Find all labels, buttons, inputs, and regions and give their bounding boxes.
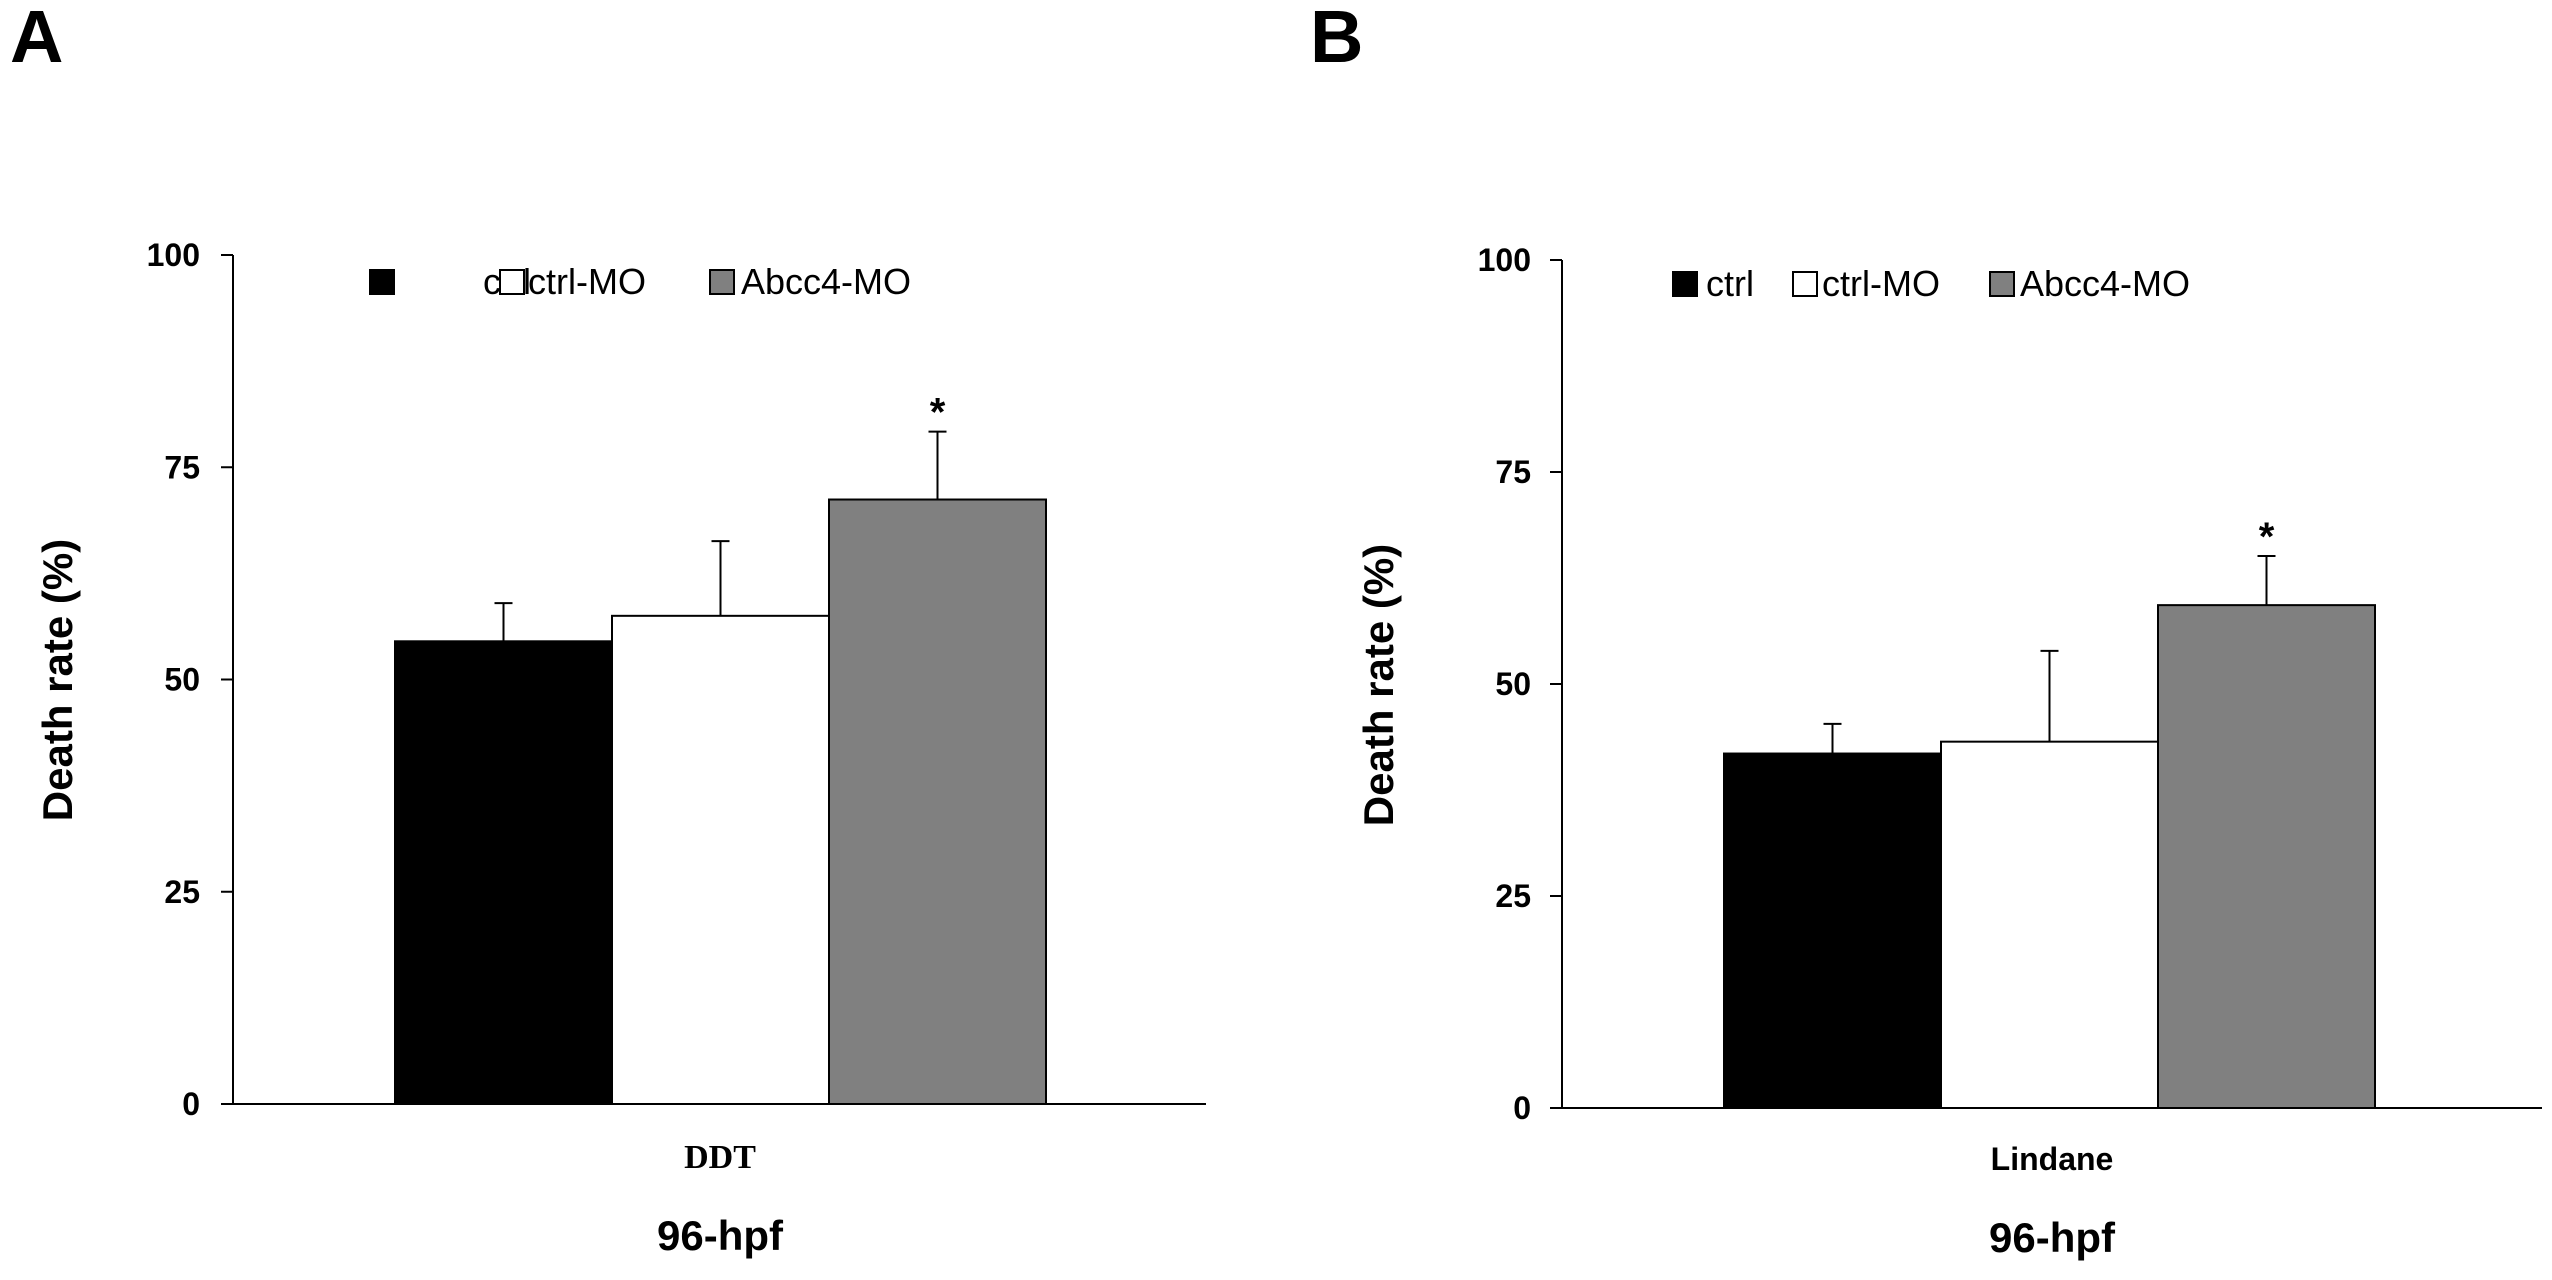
chart-panel-b: B 0 25 50 75 100 Death rate (%) * ctrl ctrl-MO Abc…: [1310, 0, 2542, 1261]
bar-ctrl-mo: [1940, 740, 2159, 1109]
significance-marker: *: [930, 391, 946, 435]
y-axis-title: Death rate (%): [34, 539, 81, 821]
significance-marker: *: [2259, 515, 2275, 559]
y-tick-label: 100: [1478, 242, 1531, 278]
legend-label: Abcc4-MO: [2020, 263, 2190, 304]
bar-ctrl-mo: [611, 614, 830, 1105]
category-label: DDT: [684, 1139, 756, 1176]
bar-ctrl: [394, 640, 613, 1105]
bar-abcc4-mo: [2157, 604, 2376, 1109]
y-tick-label: 50: [164, 662, 200, 698]
y-tick-label: 50: [1495, 666, 1531, 702]
legend-label: ctrl-MO: [528, 261, 646, 302]
y-tick-label: 75: [164, 449, 200, 485]
legend-swatch: [1989, 271, 2015, 297]
y-tick-label: 25: [164, 874, 200, 910]
panel-letter: A: [10, 0, 63, 78]
legend-swatch: [1792, 271, 1818, 297]
bar-ctrl: [1723, 752, 1942, 1109]
legend-label: Abcc4-MO: [741, 261, 911, 302]
y-tick-label: 100: [147, 237, 200, 273]
x-axis-title: 96-hpf: [1989, 1214, 2116, 1261]
legend-swatch: [1672, 271, 1698, 297]
panel-letter: B: [1310, 0, 1363, 78]
legend-label: ctrl-MO: [1822, 263, 1940, 304]
x-axis-title: 96-hpf: [657, 1212, 784, 1259]
legend-swatch: [499, 269, 525, 295]
y-axis-title: Death rate (%): [1355, 544, 1402, 826]
legend-swatch: [369, 269, 395, 295]
legend-swatch: [709, 269, 735, 295]
y-tick-label: 0: [182, 1086, 200, 1122]
bar-abcc4-mo: [828, 498, 1047, 1105]
legend-label: ctrl: [1706, 263, 1754, 304]
y-tick-label: 75: [1495, 454, 1531, 490]
y-tick-label: 25: [1495, 878, 1531, 914]
category-label: Lindane: [1991, 1141, 2114, 1177]
y-tick-label: 0: [1513, 1090, 1531, 1126]
